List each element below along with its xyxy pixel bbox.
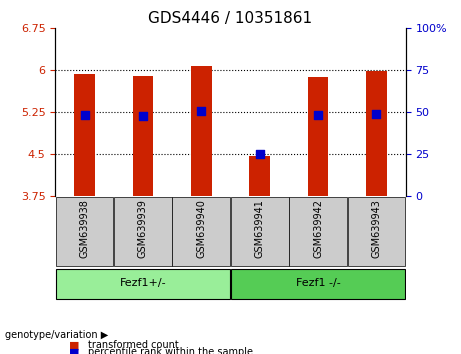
Title: GDS4446 / 10351861: GDS4446 / 10351861 (148, 11, 313, 26)
FancyBboxPatch shape (172, 197, 230, 266)
Text: GSM639942: GSM639942 (313, 199, 323, 258)
Bar (249, 155, 270, 196)
Bar (133, 76, 153, 196)
Point (256, 151, 263, 157)
Bar (308, 77, 328, 196)
Bar (191, 66, 212, 196)
FancyBboxPatch shape (289, 197, 347, 266)
FancyBboxPatch shape (231, 269, 405, 299)
Text: transformed count: transformed count (88, 340, 178, 350)
Text: ■: ■ (69, 340, 80, 350)
Bar (366, 71, 387, 196)
Point (314, 113, 322, 118)
Text: Fezf1 -/-: Fezf1 -/- (296, 279, 341, 289)
Point (373, 111, 380, 116)
Text: GSM639938: GSM639938 (79, 199, 89, 258)
FancyBboxPatch shape (231, 197, 289, 266)
Text: GSM639943: GSM639943 (372, 199, 382, 258)
Text: GSM639939: GSM639939 (138, 199, 148, 258)
FancyBboxPatch shape (56, 197, 113, 266)
Text: ■: ■ (69, 347, 80, 354)
Text: GSM639941: GSM639941 (254, 199, 265, 258)
Text: GSM639940: GSM639940 (196, 199, 207, 258)
Bar (74, 74, 95, 196)
FancyBboxPatch shape (348, 197, 405, 266)
Point (81, 112, 88, 118)
Text: Fezf1+/-: Fezf1+/- (119, 279, 166, 289)
FancyBboxPatch shape (56, 269, 230, 299)
Text: percentile rank within the sample: percentile rank within the sample (88, 347, 253, 354)
Text: genotype/variation ▶: genotype/variation ▶ (5, 330, 108, 339)
FancyBboxPatch shape (114, 197, 172, 266)
Point (198, 108, 205, 114)
Point (139, 113, 147, 119)
